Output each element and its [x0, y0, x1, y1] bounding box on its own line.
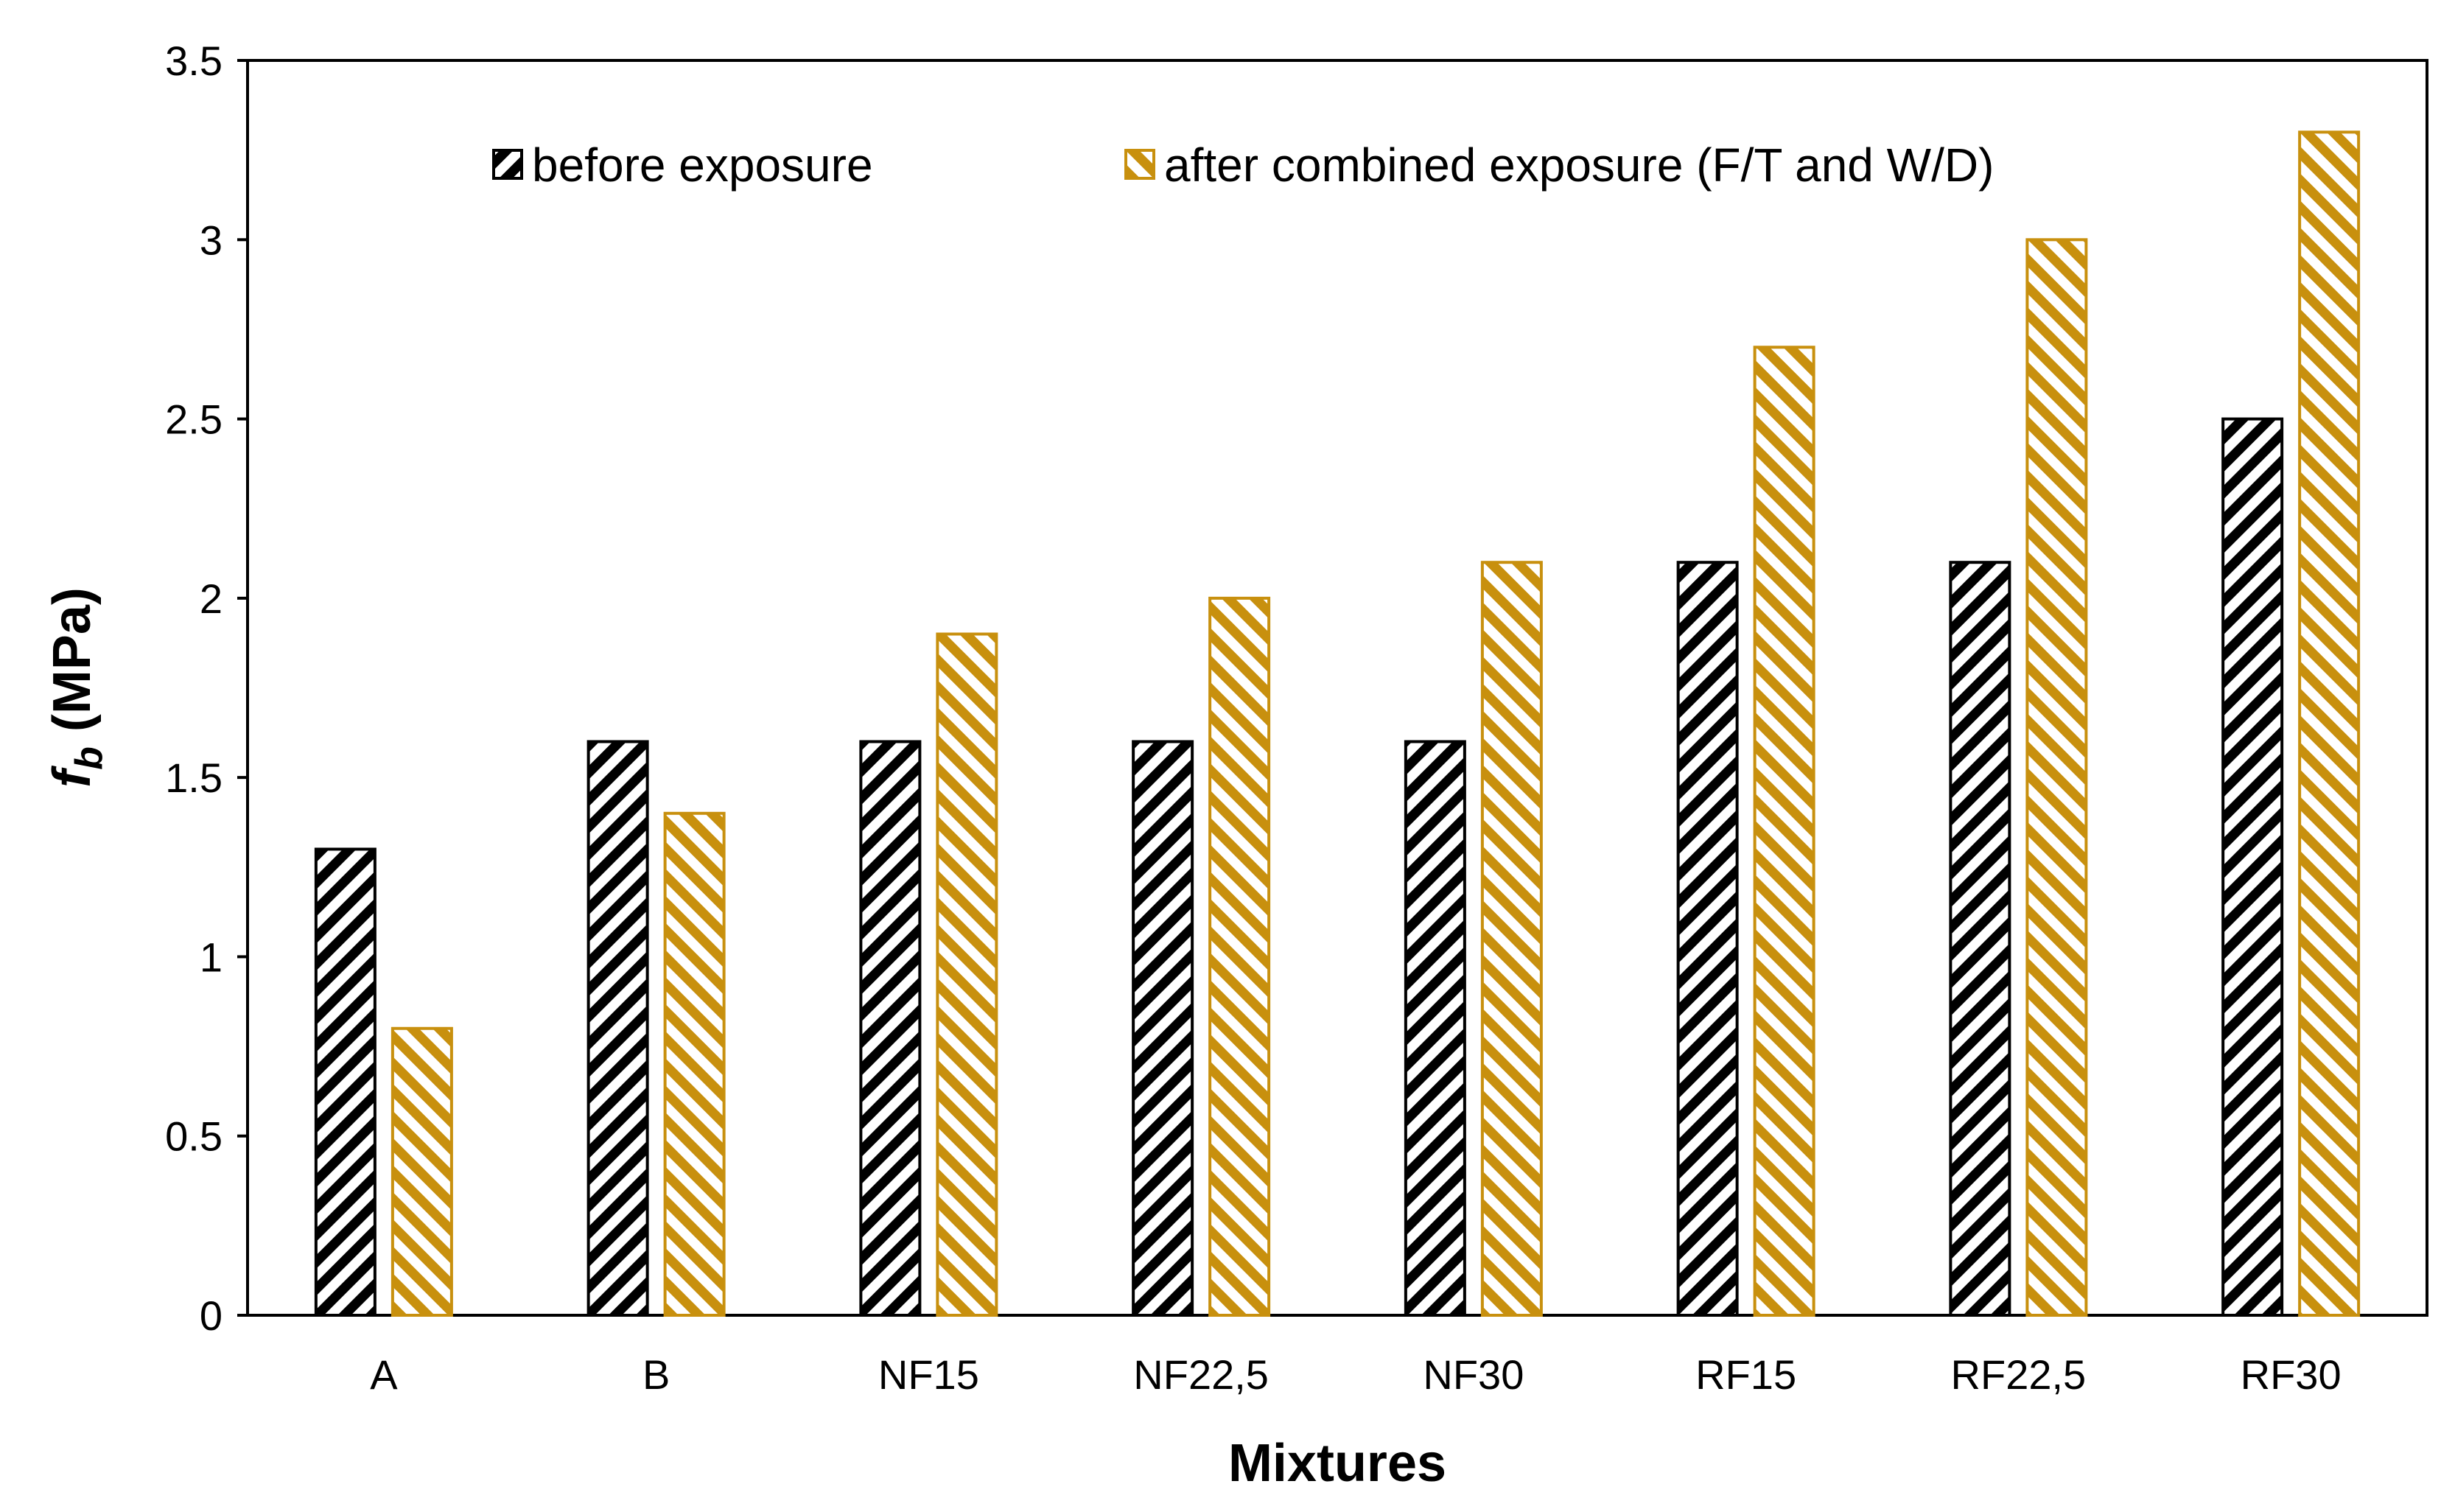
- bar-group-rf30: [2221, 130, 2361, 1317]
- legend-label-before: before exposure: [532, 139, 873, 192]
- plot-area-frame: [246, 59, 2428, 1317]
- bar-after-exposure: [1753, 346, 1815, 1317]
- bar-group-a: [314, 847, 453, 1317]
- y-tick-label: 0: [200, 1292, 223, 1339]
- y-axis-title: fb (MPa): [43, 587, 111, 788]
- y-tick-label: 0.5: [165, 1113, 223, 1160]
- x-tick-label: NF22,5: [1133, 1351, 1269, 1398]
- x-tick-label: B: [642, 1351, 670, 1398]
- bar-group-rf22-5: [1949, 238, 2088, 1317]
- y-axis-ticks: [237, 59, 248, 1317]
- bar-group-b: [586, 740, 726, 1317]
- bar-after-exposure: [663, 811, 726, 1317]
- legend-swatch-after: [1124, 149, 1155, 180]
- y-tick-label: 1.5: [165, 755, 223, 801]
- y-axis-title-unit: (MPa): [43, 587, 102, 746]
- bar-group-nf22-5: [1132, 596, 1271, 1317]
- bar-before-exposure: [1132, 740, 1194, 1317]
- legend: before exposure after combined exposure …: [492, 139, 1994, 192]
- x-tick-label: RF30: [2241, 1351, 2342, 1398]
- legend-label-after: after combined exposure (F/T and W/D): [1164, 139, 1994, 192]
- bar-after-exposure: [1480, 561, 1543, 1317]
- x-tick-label: NF30: [1423, 1351, 1524, 1398]
- x-tick-label: RF22,5: [1951, 1351, 2087, 1398]
- bar-after-exposure: [1208, 596, 1271, 1317]
- x-tick-label: A: [370, 1351, 398, 1398]
- bar-before-exposure: [1404, 740, 1466, 1317]
- bar-series: [314, 130, 2361, 1317]
- y-tick-label: 2: [200, 575, 223, 622]
- bar-before-exposure: [859, 740, 922, 1317]
- x-tick-label: RF15: [1695, 1351, 1796, 1398]
- y-axis-tick-labels: 0 0.5 1 1.5 2 2.5 3 3.5: [165, 38, 223, 1339]
- y-tick-label: 2.5: [165, 396, 223, 443]
- y-tick-label: 3.5: [165, 38, 223, 84]
- y-tick-label: 1: [200, 934, 223, 980]
- bar-after-exposure: [2298, 130, 2361, 1317]
- bar-group-nf15: [859, 632, 998, 1317]
- legend-swatch-before: [492, 149, 523, 180]
- bar-group-nf30: [1404, 561, 1543, 1317]
- x-axis-tick-labels: A B NF15 NF22,5 NF30 RF15 RF22,5 RF30: [370, 1351, 2341, 1398]
- bar-before-exposure: [314, 847, 377, 1317]
- x-tick-label: NF15: [878, 1351, 979, 1398]
- bar-before-exposure: [1676, 561, 1739, 1317]
- bar-before-exposure: [2221, 417, 2284, 1317]
- bar-before-exposure: [1949, 561, 2011, 1317]
- x-axis-title: Mixtures: [1228, 1434, 1446, 1493]
- y-tick-label: 3: [200, 217, 223, 263]
- bar-before-exposure: [586, 740, 649, 1317]
- bar-group-rf15: [1676, 346, 1815, 1317]
- bar-after-exposure: [936, 632, 998, 1317]
- y-axis-title-subscript: b: [68, 746, 111, 770]
- bar-after-exposure: [391, 1026, 453, 1317]
- bar-after-exposure: [2025, 238, 2088, 1317]
